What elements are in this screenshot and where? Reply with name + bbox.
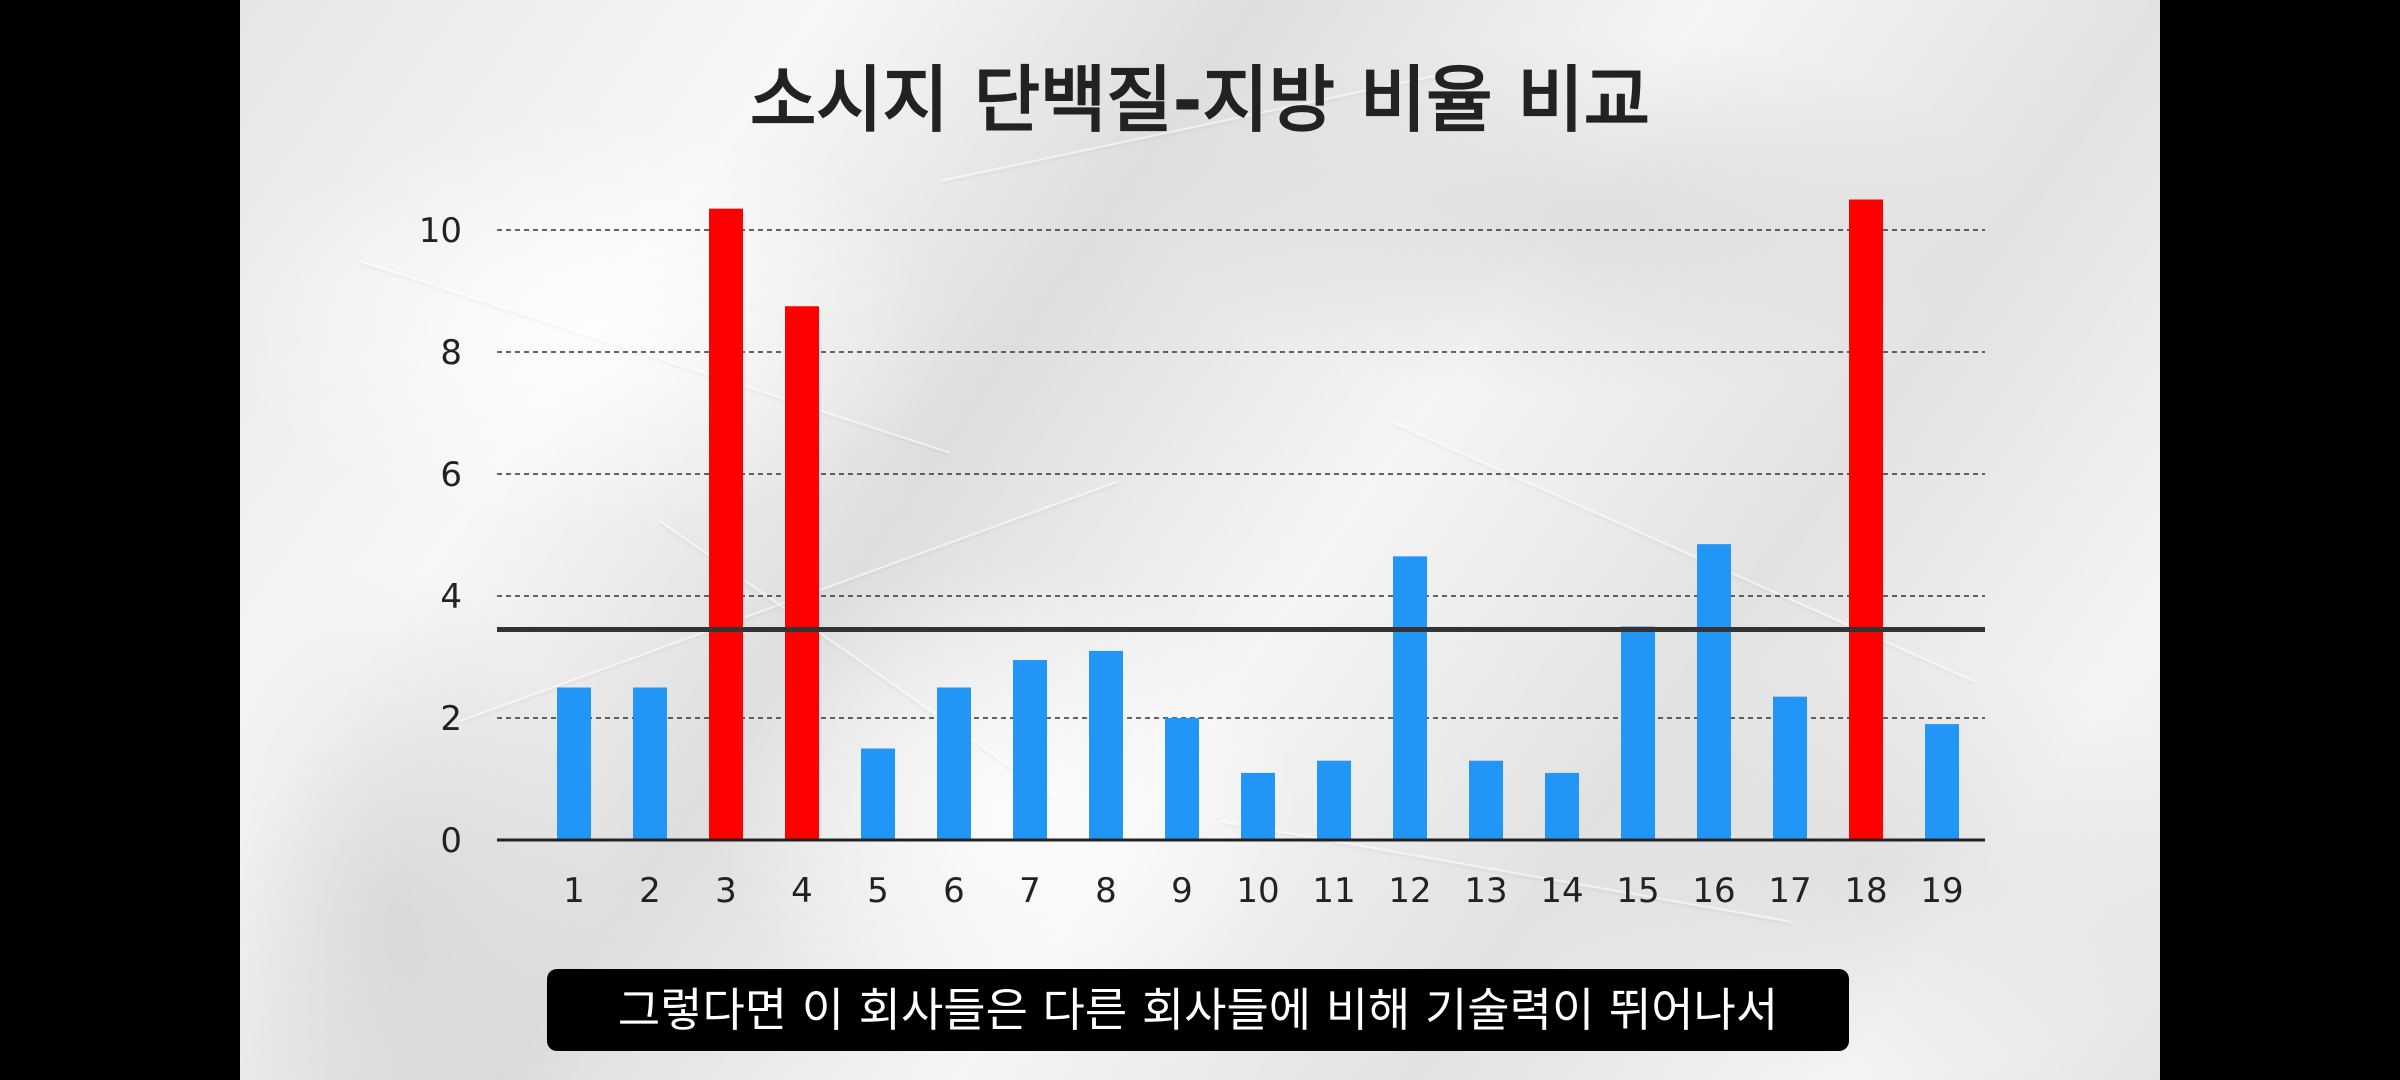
y-axis-ticks: 0 2 4 6 8 10: [419, 211, 462, 861]
subtitle-caption: 그렇다면 이 회사들은 다른 회사들에 비해 기술력이 뛰어나서: [547, 969, 1849, 1051]
x-axis-ticks: 1 2 3 4 5 6 7 8 9 10 11 12 13 14 15 16 17 18 19: [563, 871, 1963, 911]
x-tick-label: 11: [1312, 871, 1355, 911]
bar-5: [861, 748, 895, 840]
y-tick-label: 6: [440, 455, 462, 495]
bar-19: [1925, 724, 1959, 840]
bar-11: [1317, 760, 1351, 840]
bar-17: [1773, 696, 1807, 840]
bar-9: [1165, 718, 1199, 840]
bar-18: [1849, 199, 1883, 840]
x-tick-label: 17: [1768, 871, 1811, 911]
bar-10: [1241, 772, 1275, 840]
bar-8: [1089, 650, 1123, 840]
bars: [557, 199, 1959, 840]
x-tick-label: 14: [1540, 871, 1583, 911]
x-tick-label: 8: [1095, 871, 1117, 911]
x-tick-label: 19: [1920, 871, 1963, 911]
bar-15: [1621, 626, 1655, 840]
bar-14: [1545, 772, 1579, 840]
x-tick-label: 2: [639, 871, 661, 911]
x-tick-label: 5: [867, 871, 889, 911]
x-tick-label: 18: [1844, 871, 1887, 911]
gridlines: [497, 229, 1985, 719]
x-tick-label: 12: [1388, 871, 1431, 911]
bar-4: [785, 306, 819, 840]
bar-16: [1697, 544, 1731, 840]
bar-3: [709, 208, 743, 840]
chart-title: 소시지 단백질-지방 비율 비교: [750, 58, 1650, 142]
x-tick-label: 15: [1616, 871, 1659, 911]
x-tick-label: 4: [791, 871, 813, 911]
y-tick-label: 4: [440, 577, 462, 617]
reference-lines: [497, 627, 1985, 842]
bar-2: [633, 687, 667, 840]
x-tick-label: 9: [1171, 871, 1193, 911]
bar-6: [937, 687, 971, 840]
x-tick-label: 7: [1019, 871, 1041, 911]
x-tick-label: 6: [943, 871, 965, 911]
y-tick-label: 8: [440, 333, 462, 373]
bar-7: [1013, 660, 1047, 840]
crumpled-paper-background: [240, 0, 2160, 1080]
bar-13: [1469, 760, 1503, 840]
x-tick-label: 13: [1464, 871, 1507, 911]
y-tick-label: 10: [419, 211, 462, 251]
x-tick-label: 1: [563, 871, 585, 911]
bar-1: [557, 687, 591, 840]
x-tick-label: 16: [1692, 871, 1735, 911]
x-tick-label: 10: [1236, 871, 1279, 911]
y-tick-label: 2: [440, 699, 462, 739]
x-tick-label: 3: [715, 871, 737, 911]
y-tick-label: 0: [440, 821, 462, 861]
bar-12: [1393, 556, 1427, 840]
